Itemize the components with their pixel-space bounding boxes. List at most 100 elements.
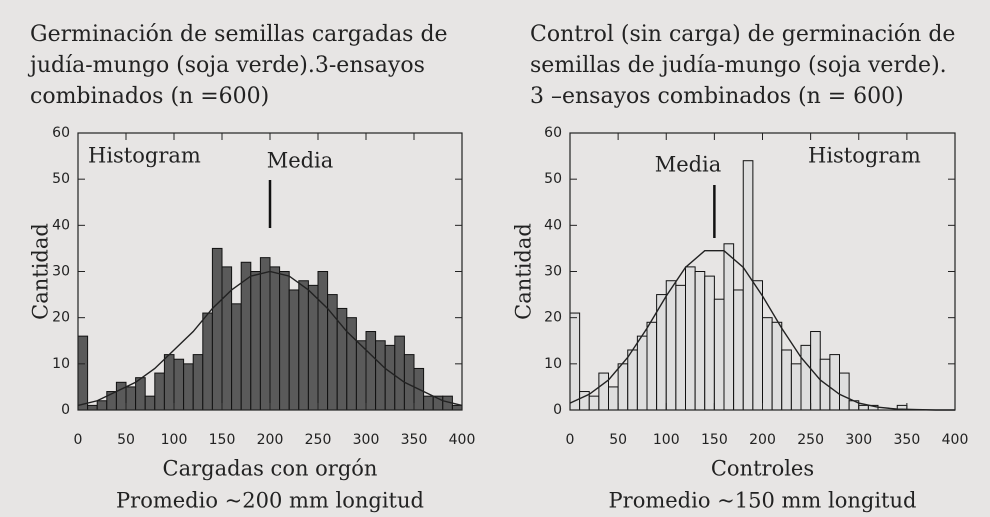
bar (790, 363, 802, 411)
x-tick-label: 100 (653, 432, 680, 448)
chart-title: semillas de judía-mungo (soja verde). (530, 53, 947, 78)
bar (307, 284, 319, 411)
bar (569, 312, 581, 411)
media-label: Media (655, 153, 722, 177)
bar (375, 340, 386, 411)
x-axis-label: Cargadas con orgón (163, 457, 378, 481)
y-tick-label: 60 (52, 125, 70, 141)
x-tick-label: 300 (845, 432, 872, 448)
bar (87, 404, 98, 411)
bar (752, 280, 763, 411)
bar (365, 331, 377, 411)
bar (250, 271, 261, 411)
media-label: Media (267, 149, 334, 173)
chart-title: judía-mungo (soja verde).3-ensayos (27, 53, 425, 78)
bar (202, 312, 213, 411)
x-tick-label: 100 (161, 432, 188, 448)
y-tick-label: 50 (544, 171, 562, 187)
bar (115, 381, 127, 411)
x-tick-label: 250 (797, 432, 824, 448)
bar (685, 266, 696, 411)
bar (163, 354, 175, 411)
y-tick-label: 20 (544, 310, 562, 326)
x-tick-label: 350 (894, 432, 921, 448)
y-tick-label: 40 (52, 217, 70, 233)
bar (636, 335, 648, 411)
y-tick-label: 50 (52, 171, 70, 187)
chart-title: 3 –ensayos combinados (n = 600) (530, 84, 904, 109)
y-tick-label: 40 (544, 217, 562, 233)
annotation: Histogram (808, 144, 921, 168)
bar (288, 289, 300, 411)
bar (144, 395, 156, 411)
x-tick-label: 400 (449, 432, 476, 448)
bar (221, 266, 233, 411)
bar (839, 372, 850, 411)
fit-curve (569, 250, 955, 411)
bar (723, 243, 735, 411)
bar (269, 266, 281, 411)
bar (231, 303, 242, 411)
bar (762, 317, 773, 411)
bar (135, 377, 146, 411)
x-tick-label: 250 (305, 432, 332, 448)
x-tick-label: 200 (257, 432, 284, 448)
x-tick-label: 400 (942, 432, 969, 448)
bar (617, 363, 629, 411)
bar (829, 354, 840, 411)
bar (675, 284, 686, 411)
x-tick-label: 300 (353, 432, 380, 448)
bar (346, 317, 357, 411)
chart-title: Germinación de semillas cargadas de (30, 22, 448, 47)
x-tick-label: 150 (701, 432, 728, 448)
bar (608, 386, 619, 411)
y-tick-label: 0 (61, 402, 70, 418)
x-tick-label: 200 (749, 432, 776, 448)
x-axis-label: Controles (711, 457, 814, 481)
y-tick-label: 10 (52, 356, 70, 372)
bar (355, 340, 367, 411)
bar (327, 294, 338, 411)
bar (733, 289, 744, 411)
bar (713, 298, 725, 411)
bar (781, 349, 792, 411)
bar (259, 257, 271, 411)
bar (173, 358, 185, 411)
y-tick-label: 0 (553, 402, 562, 418)
subtitle: Promedio ~150 mm longitud (609, 489, 917, 513)
bar (858, 404, 869, 411)
x-tick-label: 50 (609, 432, 627, 448)
bar (317, 271, 329, 411)
bar (125, 386, 137, 411)
bar (394, 335, 405, 411)
bar (298, 280, 309, 411)
bar (656, 294, 667, 411)
bar (211, 247, 223, 411)
bar (588, 395, 600, 411)
y-tick-label: 30 (52, 264, 70, 280)
bar (192, 354, 204, 411)
bar (742, 160, 754, 411)
y-tick-label: 60 (544, 125, 562, 141)
x-tick-label: 150 (209, 432, 236, 448)
bar (96, 400, 108, 411)
bar (819, 358, 831, 411)
chart-title: Control (sin carga) de germinación de (530, 22, 955, 47)
bar (771, 321, 783, 411)
bar (384, 344, 396, 411)
bar (598, 372, 609, 411)
bar (279, 271, 290, 411)
bar (77, 335, 89, 411)
bar (183, 363, 194, 411)
bar (154, 372, 165, 411)
bar (665, 280, 677, 411)
x-tick-label: 50 (117, 432, 135, 448)
subtitle: Promedio ~200 mm longitud (116, 489, 424, 513)
bar (627, 349, 638, 411)
bar (336, 307, 348, 411)
annotation: Histogram (88, 144, 201, 168)
bar (646, 321, 658, 411)
x-tick-label: 0 (74, 432, 83, 448)
y-tick-label: 10 (544, 356, 562, 372)
